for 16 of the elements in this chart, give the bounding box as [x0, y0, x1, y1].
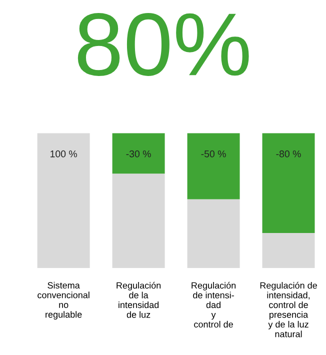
x-tick-label: Regulación de intensi- dad y control de	[192, 282, 236, 328]
annotation: -50 %	[201, 150, 226, 158]
annotation: -80 %	[276, 150, 301, 158]
bar	[187, 199, 240, 268]
annotation: 100 %	[50, 150, 78, 158]
annotation: -30 %	[126, 150, 151, 158]
bar	[112, 174, 165, 268]
x-tick-label: Regulación de la intensidad de luz	[116, 282, 161, 318]
chart-title: 80%	[78, 12, 249, 76]
bar	[262, 133, 315, 233]
bar	[262, 232, 315, 268]
bar	[112, 133, 165, 174]
x-tick-label: Regulación de intensidad, control de presencia y de la luz natural	[260, 282, 317, 338]
bar	[187, 133, 240, 200]
bar	[37, 133, 90, 268]
x-tick-label: Sistema convencional no regulable	[38, 282, 90, 320]
